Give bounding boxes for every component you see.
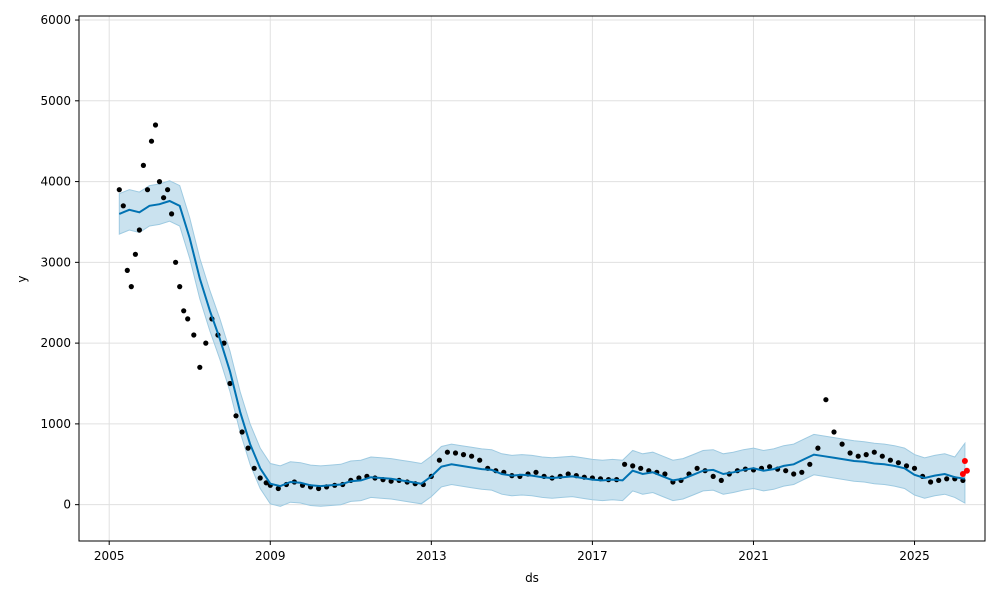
observed-point — [911, 465, 918, 471]
observed-point — [630, 463, 636, 469]
observed-point — [622, 461, 628, 467]
y-tick-label: 0 — [63, 498, 71, 512]
observed-point — [895, 460, 902, 466]
observed-point — [879, 453, 885, 459]
observed-point — [148, 138, 155, 144]
y-tick-label: 5000 — [40, 94, 71, 108]
x-tick-label: 2021 — [738, 549, 769, 563]
observed-point — [144, 187, 151, 193]
y-axis-ticks: 0 1000 2000 3000 4000 5000 6000 — [40, 13, 79, 512]
observed-point — [847, 450, 853, 456]
forecast-line-group — [118, 199, 966, 488]
future-point — [961, 458, 968, 464]
future-points-group — [959, 458, 970, 477]
observed-point — [815, 445, 821, 451]
y-tick-label: 2000 — [40, 336, 71, 350]
uncertainty-band — [118, 180, 966, 507]
observed-point — [120, 203, 126, 209]
observed-point — [197, 364, 203, 370]
observed-point — [694, 465, 700, 471]
observed-point — [316, 485, 322, 492]
x-tick-label: 2005 — [94, 549, 125, 563]
observed-point — [791, 471, 797, 477]
observed-point — [718, 477, 724, 483]
x-axis-ticks: 2005 2009 2013 2017 2021 2025 — [94, 541, 930, 563]
observed-point — [156, 179, 163, 185]
observed-point — [807, 461, 813, 467]
observed-point — [533, 469, 539, 475]
observed-point — [140, 162, 146, 168]
observed-point — [638, 465, 644, 471]
observed-point — [823, 397, 829, 403]
observed-point — [227, 380, 233, 387]
y-tick-label: 6000 — [40, 13, 71, 27]
observed-point — [452, 450, 459, 456]
x-tick-label: 2013 — [416, 549, 447, 563]
observed-point — [831, 429, 837, 435]
observed-point — [165, 187, 171, 193]
observed-point — [251, 465, 257, 471]
uncertainty-band-group — [118, 180, 966, 507]
x-tick-label: 2009 — [255, 549, 286, 563]
observed-point — [767, 464, 773, 470]
observed-point — [936, 477, 942, 483]
observed-point — [565, 471, 571, 477]
observed-point — [136, 227, 142, 233]
observed-point — [191, 332, 197, 338]
future-point — [963, 467, 970, 474]
observed-point — [356, 475, 362, 481]
observed-point — [887, 457, 894, 463]
observed-point — [116, 187, 122, 193]
plot-frame — [78, 15, 986, 542]
y-axis-label: y — [15, 275, 29, 282]
observed-point — [928, 479, 934, 485]
observed-point — [799, 469, 805, 475]
observed-point — [903, 463, 910, 469]
y-tick-label: 4000 — [40, 175, 71, 189]
observed-point — [662, 471, 668, 477]
observed-point — [783, 468, 789, 474]
observed-point — [444, 449, 450, 455]
x-tick-label: 2017 — [577, 549, 608, 563]
observed-point — [221, 340, 227, 346]
observed-point — [169, 211, 175, 217]
observed-point — [710, 473, 716, 479]
observed-point — [233, 413, 239, 419]
observed-point — [161, 195, 167, 201]
observed-point — [124, 267, 130, 273]
observed-point — [855, 453, 861, 459]
observed-point — [128, 284, 134, 290]
observed-point — [177, 284, 183, 290]
observed-point — [173, 259, 179, 265]
observed-point — [203, 340, 209, 346]
x-tick-label: 2025 — [899, 549, 930, 563]
future-point — [959, 471, 966, 477]
observed-point — [944, 476, 950, 482]
y-tick-label: 3000 — [40, 255, 71, 269]
observed-point — [871, 449, 877, 455]
observed-point — [275, 485, 281, 492]
observed-point — [245, 445, 251, 451]
observed-point — [460, 452, 467, 458]
observed-point — [263, 480, 269, 486]
observed-point — [185, 316, 191, 322]
observed-point — [469, 453, 475, 459]
observed-point — [839, 441, 845, 447]
observed-point — [436, 457, 442, 463]
x-axis-label: ds — [525, 571, 539, 585]
observed-point — [239, 429, 245, 435]
observed-point — [477, 457, 483, 463]
y-tick-label: 1000 — [40, 417, 71, 431]
observed-point — [132, 251, 138, 257]
observed-point — [863, 452, 869, 458]
forecast-line — [118, 199, 966, 488]
grid — [79, 16, 985, 541]
observed-point — [152, 122, 159, 128]
observed-point — [181, 308, 187, 314]
observed-point — [257, 475, 263, 481]
